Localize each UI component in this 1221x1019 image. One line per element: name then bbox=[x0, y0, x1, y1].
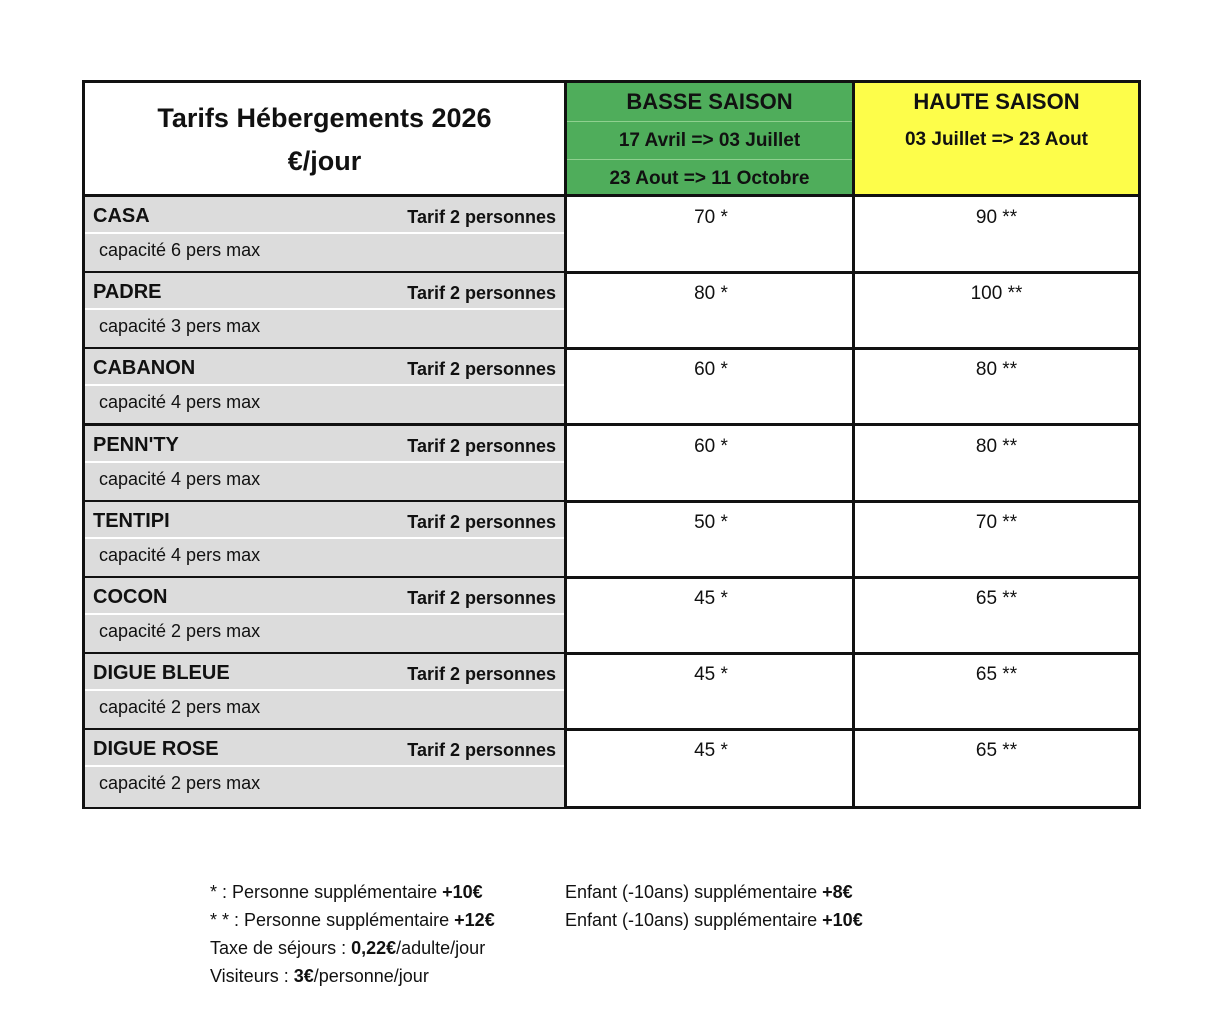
child-notes: Enfant (-10ans) supplémentaire +8€ Enfan… bbox=[565, 878, 863, 934]
capacity: capacité 2 pers max bbox=[99, 773, 261, 794]
season-name: HAUTE SAISON bbox=[913, 89, 1080, 114]
accommodation-name: CABANON bbox=[93, 357, 196, 380]
low-season-price: 60 * bbox=[694, 435, 728, 457]
accommodation-name: DIGUE ROSE bbox=[93, 738, 219, 761]
pricing-table: Tarifs Hébergements 2026 €/jour BASSE SA… bbox=[82, 80, 1141, 809]
accommodation-name: COCON bbox=[93, 586, 168, 608]
accommodation-cell: TENTIPI Tarif 2 personnes capacité 4 per… bbox=[85, 501, 567, 576]
high-season-price: 70 ** bbox=[975, 511, 1018, 533]
high-season-price: 80 ** bbox=[975, 435, 1018, 457]
accommodation-cell: DIGUE ROSE Tarif 2 personnes capacité 2 … bbox=[85, 730, 567, 808]
divider bbox=[852, 273, 855, 348]
tarif-label: Tarif 2 personnes bbox=[407, 740, 556, 761]
note: * * : Personne supplémentaire +12€ bbox=[210, 910, 495, 930]
table-row: PADRE Tarif 2 personnes capacité 3 pers … bbox=[85, 273, 1138, 351]
accommodation-cell: CABANON Tarif 2 personnes capacité 4 per… bbox=[85, 349, 567, 424]
table-title: Tarifs Hébergements 2026 €/jour bbox=[85, 83, 567, 197]
divider bbox=[852, 654, 855, 729]
note: * : Personne supplémentaire +10€ bbox=[210, 882, 483, 902]
divider bbox=[852, 349, 855, 424]
note: Visiteurs : 3€/personne/jour bbox=[210, 966, 429, 986]
title-unit: €/jour bbox=[287, 146, 362, 176]
title-line: Tarifs Hébergements 2026 bbox=[157, 103, 492, 133]
high-season-price: 80 ** bbox=[975, 359, 1018, 381]
high-season-price: 65 ** bbox=[975, 740, 1018, 762]
low-season-price: 50 * bbox=[694, 511, 728, 533]
table-row: DIGUE BLEUE Tarif 2 personnes capacité 2… bbox=[85, 654, 1138, 732]
accommodation-name: CASA bbox=[93, 205, 150, 227]
tarif-label: Tarif 2 personnes bbox=[407, 359, 556, 380]
low-season-price: 45 * bbox=[694, 740, 728, 762]
tarif-label: Tarif 2 personnes bbox=[407, 207, 556, 227]
capacity: capacité 4 pers max bbox=[99, 468, 261, 489]
capacity: capacité 4 pers max bbox=[99, 544, 261, 565]
table-row: PENN'TY Tarif 2 personnes capacité 4 per… bbox=[85, 425, 1138, 503]
tarif-label: Tarif 2 personnes bbox=[407, 435, 556, 456]
low-season-price: 80 * bbox=[694, 283, 728, 305]
accommodation-cell: PENN'TY Tarif 2 personnes capacité 4 per… bbox=[85, 425, 567, 500]
note: Enfant (-10ans) supplémentaire +10€ bbox=[565, 910, 863, 930]
capacity: capacité 2 pers max bbox=[99, 697, 261, 718]
tarif-label: Tarif 2 personnes bbox=[407, 283, 556, 304]
season-date: 03 Juillet => 23 Aout bbox=[904, 129, 1089, 150]
table-row: CABANON Tarif 2 personnes capacité 4 per… bbox=[85, 349, 1138, 427]
accommodation-cell: PADRE Tarif 2 personnes capacité 3 pers … bbox=[85, 273, 567, 348]
high-season-header: HAUTE SAISON 03 Juillet => 23 Aout bbox=[855, 83, 1138, 197]
low-season-price: 60 * bbox=[694, 359, 728, 381]
low-season-header: BASSE SAISON 17 Avril => 03 Juillet 23 A… bbox=[567, 83, 855, 197]
season-date: 23 Aout => 11 Octobre bbox=[609, 168, 810, 189]
table-row: TENTIPI Tarif 2 personnes capacité 4 per… bbox=[85, 501, 1138, 579]
table-row: COCON Tarif 2 personnes capacité 2 pers … bbox=[85, 578, 1138, 655]
low-season-price: 70 * bbox=[694, 207, 728, 228]
divider bbox=[852, 425, 855, 500]
divider bbox=[852, 578, 855, 652]
season-date: 17 Avril => 03 Juillet bbox=[567, 122, 852, 160]
low-season-price: 45 * bbox=[694, 664, 728, 686]
footnotes: * : Personne supplémentaire +10€ * * : P… bbox=[210, 878, 495, 990]
tarif-label: Tarif 2 personnes bbox=[407, 511, 556, 532]
divider bbox=[852, 197, 855, 271]
accommodation-name: TENTIPI bbox=[93, 509, 170, 532]
tarif-label: Tarif 2 personnes bbox=[407, 664, 556, 685]
divider bbox=[852, 730, 855, 808]
accommodation-name: PENN'TY bbox=[93, 433, 179, 456]
accommodation-cell: COCON Tarif 2 personnes capacité 2 pers … bbox=[85, 578, 567, 652]
high-season-price: 100 ** bbox=[970, 283, 1023, 305]
table-row: CASA Tarif 2 personnes capacité 6 pers m… bbox=[85, 197, 1138, 274]
note: Enfant (-10ans) supplémentaire +8€ bbox=[565, 882, 853, 902]
high-season-price: 65 ** bbox=[975, 588, 1018, 609]
accommodation-name: PADRE bbox=[93, 281, 162, 304]
divider bbox=[852, 501, 855, 576]
low-season-price: 45 * bbox=[694, 588, 728, 609]
accommodation-cell: CASA Tarif 2 personnes capacité 6 pers m… bbox=[85, 197, 567, 271]
note: Taxe de séjours : 0,22€/adulte/jour bbox=[210, 938, 486, 958]
accommodation-name: DIGUE BLEUE bbox=[93, 662, 230, 685]
high-season-price: 90 ** bbox=[975, 207, 1018, 228]
accommodation-cell: DIGUE BLEUE Tarif 2 personnes capacité 2… bbox=[85, 654, 567, 729]
season-name: BASSE SAISON bbox=[567, 83, 852, 122]
capacity: capacité 6 pers max bbox=[99, 240, 261, 260]
table-row: DIGUE ROSE Tarif 2 personnes capacité 2 … bbox=[85, 730, 1138, 808]
capacity: capacité 3 pers max bbox=[99, 316, 261, 337]
tarif-label: Tarif 2 personnes bbox=[407, 588, 556, 608]
capacity: capacité 2 pers max bbox=[99, 621, 261, 641]
high-season-price: 65 ** bbox=[975, 664, 1018, 686]
capacity: capacité 4 pers max bbox=[99, 392, 261, 413]
